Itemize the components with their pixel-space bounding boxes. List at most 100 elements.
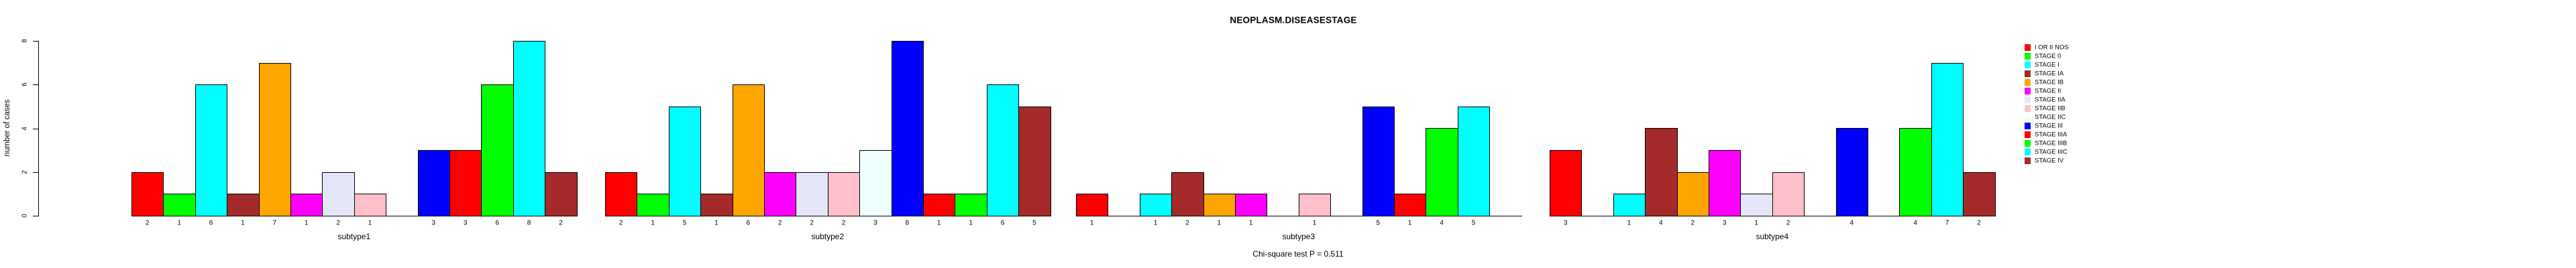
bar-subtype2-stage-iii [892, 41, 924, 216]
chart-title: NEOPLASM.DISEASESTAGE [1230, 15, 1357, 25]
bar-value-label: 3 [463, 219, 468, 227]
bar-value-label: 1 [368, 219, 372, 227]
bar-value-label: 2 [619, 219, 623, 227]
legend-color-swatch [2025, 70, 2031, 78]
bar-value-label: 4 [1913, 219, 1917, 227]
bar-value-label: 2 [1690, 219, 1695, 227]
y-axis-tick [33, 172, 38, 173]
legend-color-swatch [2025, 149, 2031, 156]
legend-color-swatch [2025, 88, 2031, 95]
y-axis-line [38, 41, 39, 216]
bar-subtype1-stage-i [195, 84, 227, 216]
y-axis-tick [33, 41, 38, 42]
bar-subtype2-stage-ia [700, 194, 733, 216]
bar-value-label: 5 [1471, 219, 1476, 227]
bar-value-label: 6 [495, 219, 499, 227]
x-axis-group-label: subtype4 [1756, 232, 1789, 241]
legend-label: STAGE 0 [2035, 52, 2061, 60]
bar-subtype2-i-or-ii-nos [605, 172, 637, 216]
bar-value-label: 5 [1376, 219, 1381, 227]
legend-label: STAGE II [2035, 87, 2061, 95]
legend-label: STAGE IB [2035, 78, 2064, 86]
legend-label: STAGE IIC [2035, 113, 2066, 121]
bar-subtype1-stage-iii [418, 150, 450, 216]
bar-value-label: 1 [1407, 219, 1412, 227]
bar-subtype1-stage-iia [322, 172, 355, 216]
bar-subtype3-stage-iii [1362, 107, 1395, 216]
legend-color-swatch [2025, 114, 2031, 121]
bar-subtype1-stage-iiic [513, 41, 545, 216]
bar-value-label: 4 [1849, 219, 1854, 227]
legend-color-swatch [2025, 131, 2031, 139]
bar-subtype1-stage-iiib [481, 84, 514, 216]
bar-value-label: 4 [1440, 219, 1444, 227]
bar-value-label: 7 [272, 219, 277, 227]
legend-label: STAGE IIIA [2035, 131, 2068, 139]
bar-value-label: 8 [905, 219, 910, 227]
bar-subtype2-stage-iiia [923, 194, 955, 216]
legend-label: STAGE IIB [2035, 105, 2065, 113]
bar-value-label: 3 [1563, 219, 1568, 227]
bar-value-label: 2 [777, 219, 782, 227]
bar-subtype1-stage-ii [290, 194, 323, 216]
bar-subtype2-stage-iv [1018, 107, 1051, 216]
bar-value-label: 5 [682, 219, 687, 227]
bar-value-label: 1 [1248, 219, 1253, 227]
bar-value-label: 8 [527, 219, 531, 227]
bar-subtype4-stage-ia [1645, 128, 1678, 216]
bar-value-label: 6 [1000, 219, 1005, 227]
bar-value-label: 1 [1312, 219, 1317, 227]
bar-value-label: 1 [714, 219, 718, 227]
legend-color-swatch [2025, 79, 2031, 86]
legend-color-swatch [2025, 96, 2031, 104]
bar-subtype4-stage-ib [1677, 172, 1709, 216]
bar-value-label: 2 [1185, 219, 1189, 227]
y-axis-tick-label: 0 [21, 214, 29, 218]
bar-subtype4-stage-i [1613, 194, 1646, 216]
bar-subtype2-stage-iiic [987, 84, 1019, 216]
legend-color-swatch [2025, 140, 2031, 147]
bar-subtype4-stage-ii [1709, 150, 1741, 216]
bar-value-label: 5 [1032, 219, 1036, 227]
bar-value-label: 6 [746, 219, 751, 227]
bar-subtype4-stage-iii [1836, 128, 1868, 216]
bar-value-label: 1 [936, 219, 941, 227]
bar-value-label: 3 [873, 219, 877, 227]
legend-label: STAGE I [2035, 61, 2059, 69]
y-axis-tick [33, 84, 38, 85]
legend-color-swatch [2025, 123, 2031, 130]
x-axis-group-label: subtype1 [337, 232, 371, 241]
bar-value-label: 2 [336, 219, 340, 227]
bar-subtype2-stage-ii [764, 172, 796, 216]
bar-subtype4-stage-iiic [1931, 63, 1964, 216]
x-axis-group-label: subtype2 [811, 232, 845, 241]
bar-subtype1-stage-ib [259, 63, 291, 216]
bar-value-label: 3 [431, 219, 436, 227]
bar-value-label: 1 [651, 219, 655, 227]
bar-value-label: 6 [209, 219, 213, 227]
bar-subtype3-stage-ib [1203, 194, 1236, 216]
bar-subtype3-stage-iiib [1426, 128, 1458, 216]
bar-subtype4-stage-iiib [1899, 128, 1932, 216]
bar-value-label: 1 [969, 219, 973, 227]
bar-subtype2-stage-iiib [955, 194, 987, 216]
bar-subtype3-stage-iiic [1458, 107, 1490, 216]
bar-subtype4-stage-iv [1963, 172, 1996, 216]
x-axis-group-label: subtype3 [1282, 232, 1316, 241]
bar-value-label: 2 [1786, 219, 1790, 227]
legend-color-swatch [2025, 53, 2031, 60]
bar-subtype4-stage-iib [1772, 172, 1805, 216]
bar-value-label: 3 [1722, 219, 1727, 227]
y-axis-tick-label: 4 [21, 127, 29, 131]
legend-label: I OR II NOS [2035, 44, 2069, 52]
bar-subtype3-stage-iiia [1394, 194, 1426, 216]
bar-subtype2-stage-iic [859, 150, 892, 216]
legend-color-swatch [2025, 62, 2031, 69]
bar-subtype2-stage-iib [828, 172, 860, 216]
bar-subtype4-stage-iia [1740, 194, 1773, 216]
bar-subtype3-stage-ia [1171, 172, 1204, 216]
bar-subtype2-stage-i [669, 107, 701, 216]
bar-value-label: 1 [177, 219, 181, 227]
bar-value-label: 1 [241, 219, 245, 227]
